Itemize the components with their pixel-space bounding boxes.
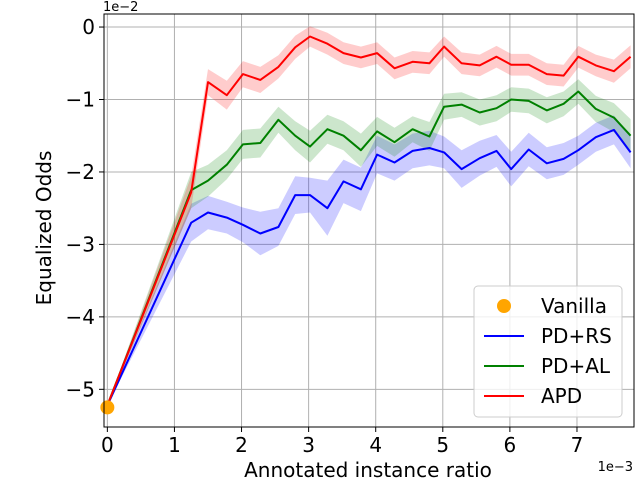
x-tick-label: 3 — [302, 433, 315, 457]
legend-label-apd: APD — [541, 384, 582, 408]
line-apd — [106, 35, 632, 406]
y-axis-label: Equalized Odds — [32, 151, 56, 306]
y-tick-label: −3 — [66, 232, 95, 256]
vanilla-point — [100, 400, 115, 415]
x-tick-label: 0 — [101, 433, 114, 457]
band-pd-al — [107, 79, 631, 406]
line-pd-al — [106, 90, 632, 406]
axis-ticks: 0 1 2 3 4 5 6 7 0 −1 −2 −3 −4 −5 — [66, 15, 584, 457]
x-axis-label: Annotated instance ratio — [244, 458, 492, 480]
series-lines — [106, 35, 632, 406]
x-tick-label: 7 — [571, 433, 584, 457]
x-tick-label: 4 — [369, 433, 382, 457]
y-tick-label: −2 — [66, 160, 95, 184]
x-tick-label: 6 — [504, 433, 517, 457]
y-tick-label: −4 — [66, 305, 95, 329]
y-tick-label: 0 — [82, 15, 95, 39]
y-scale-label: 1e−2 — [103, 0, 138, 15]
vanilla-points — [100, 400, 115, 415]
legend-label-pd-al: PD+AL — [541, 354, 611, 378]
x-scale-label: 1e−3 — [598, 460, 633, 475]
y-tick-label: −1 — [66, 87, 95, 111]
x-tick-label: 5 — [436, 433, 449, 457]
x-tick-label: 1 — [168, 433, 181, 457]
x-tick-label: 2 — [235, 433, 248, 457]
legend: Vanilla PD+RS PD+AL APD — [473, 285, 623, 418]
plot-frame — [103, 13, 635, 428]
band-apd — [107, 26, 631, 406]
legend-box — [473, 285, 623, 418]
line-pd-rs — [106, 128, 632, 406]
legend-marker-vanilla — [497, 299, 511, 313]
y-tick-label: −5 — [66, 377, 95, 401]
legend-label-pd-rs: PD+RS — [541, 324, 612, 348]
legend-label-vanilla: Vanilla — [541, 294, 607, 318]
